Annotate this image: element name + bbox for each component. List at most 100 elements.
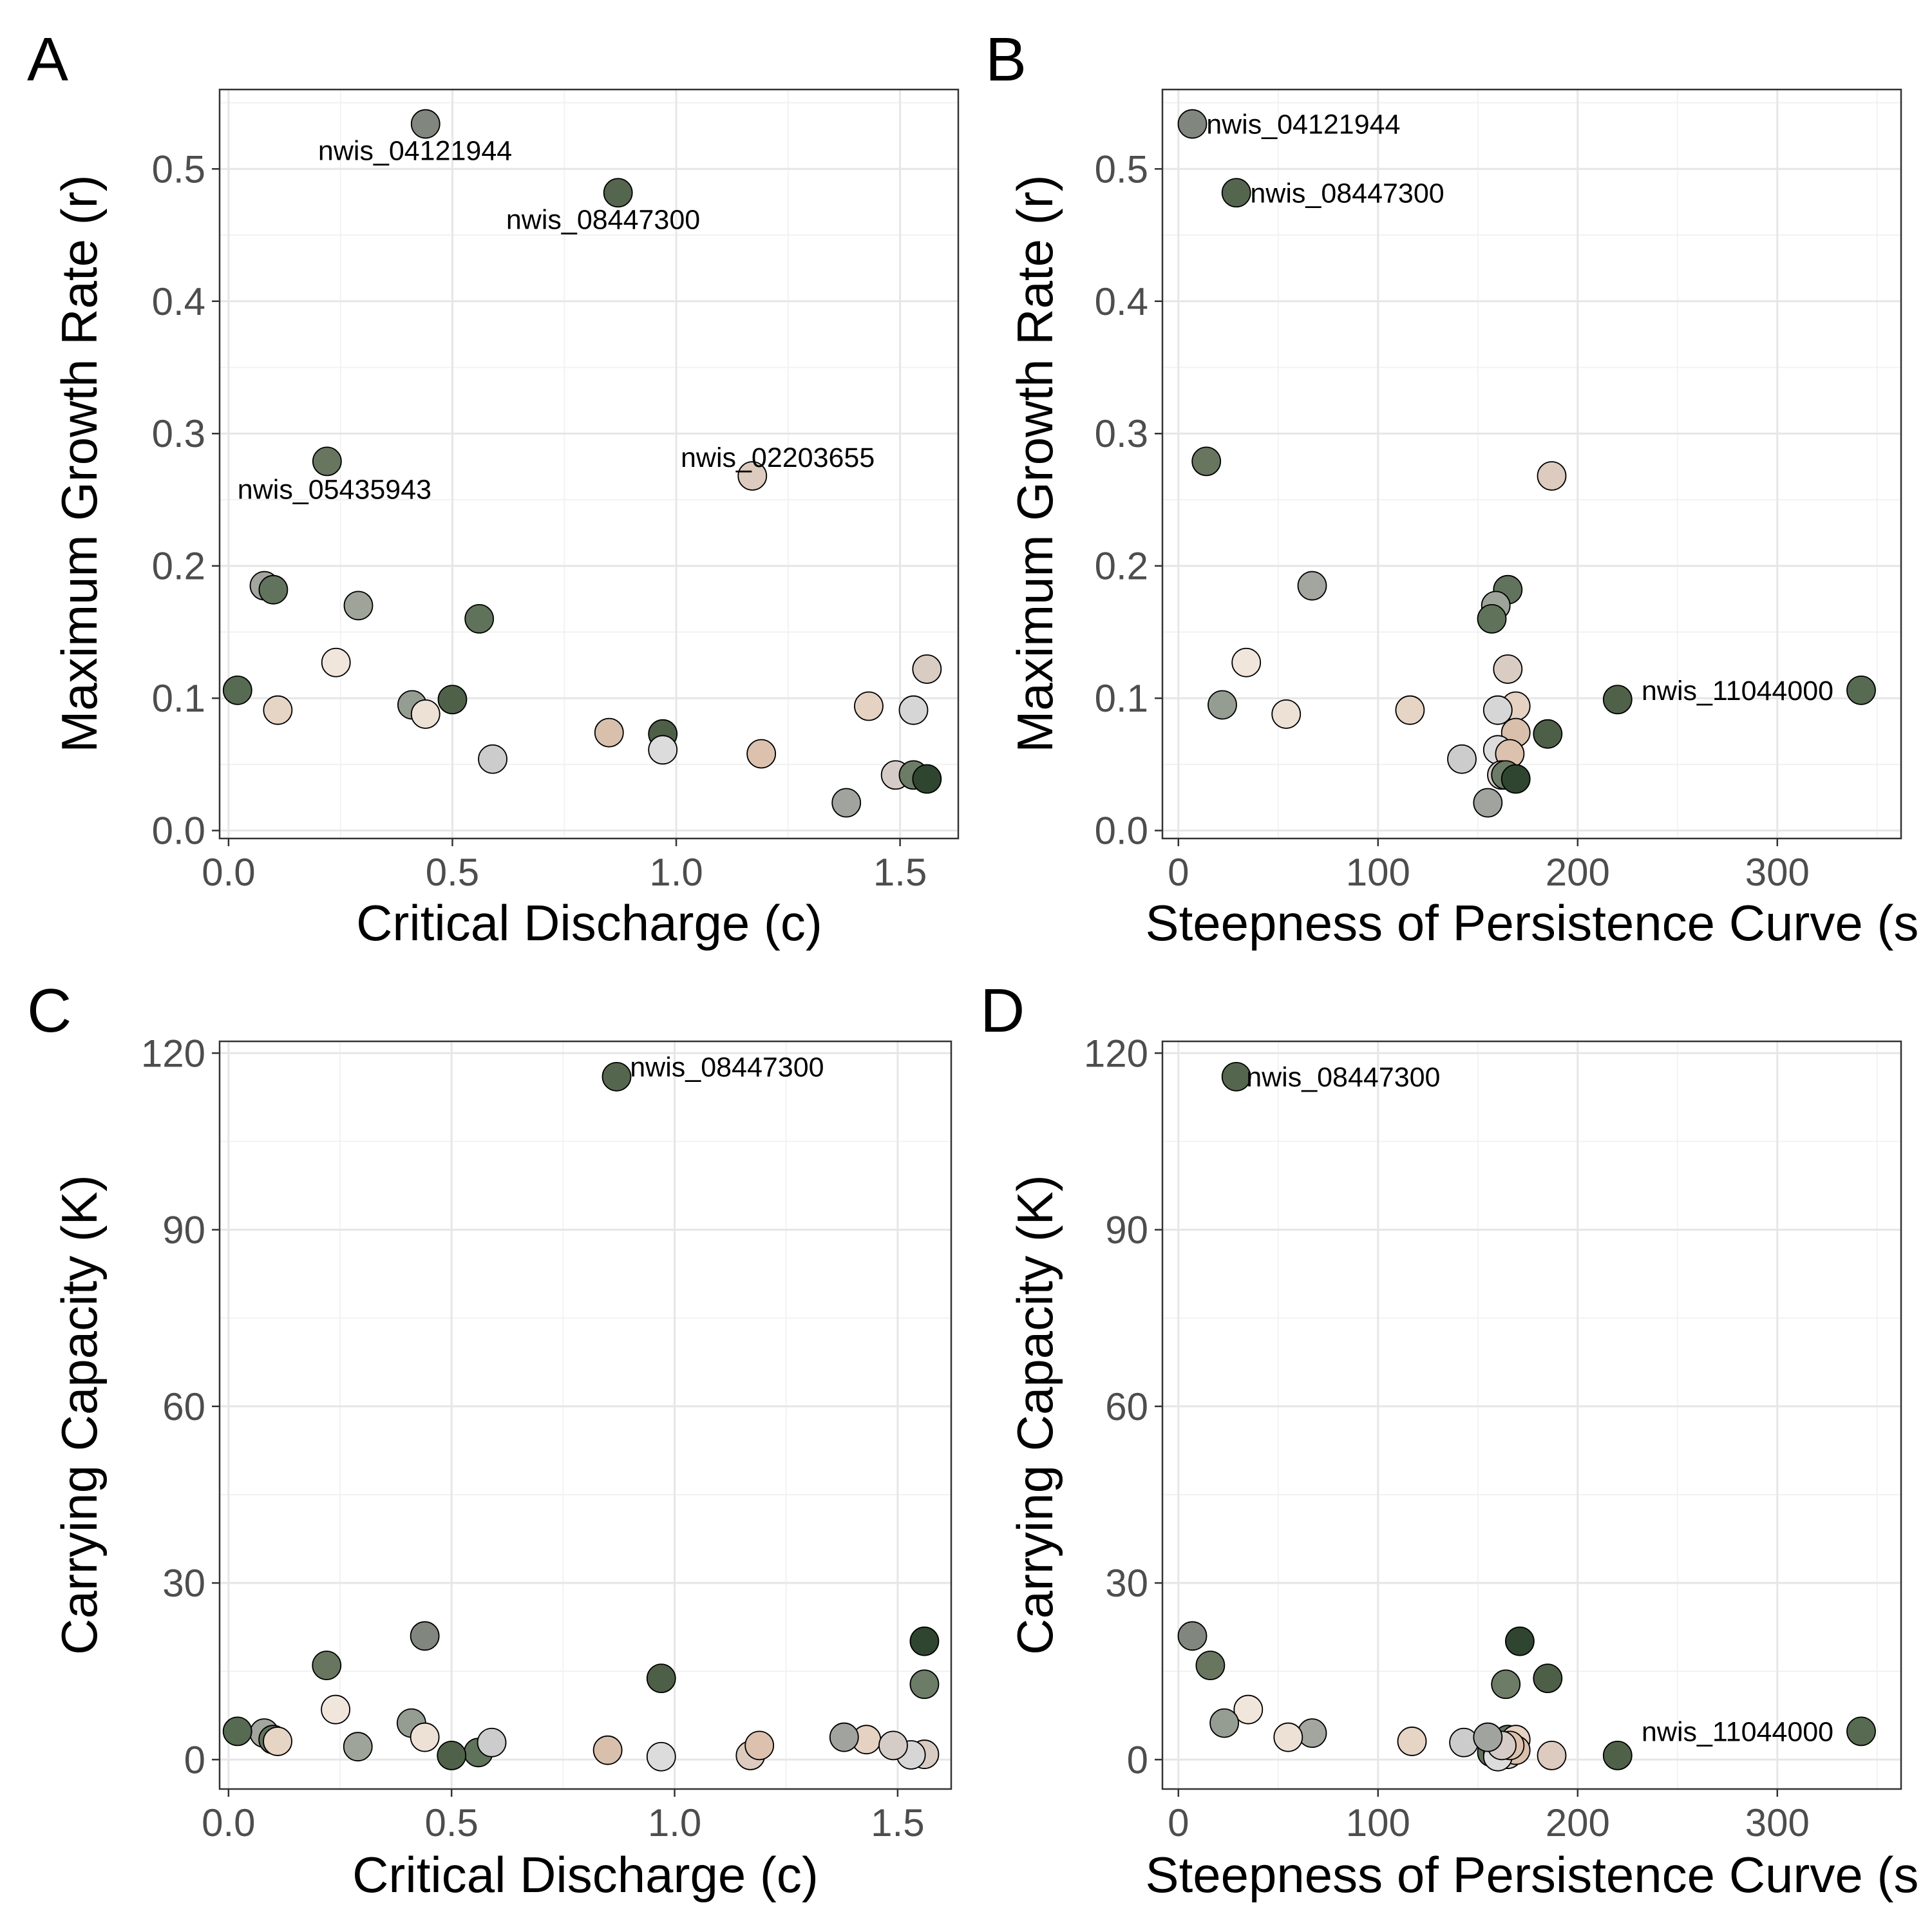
x-tick-label: 1.0: [649, 851, 703, 894]
data-point: [477, 1727, 507, 1757]
data-point: [410, 699, 440, 729]
data-point: [1602, 1740, 1633, 1770]
y-axis-title: Maximum Growth Rate (r): [1007, 175, 1063, 752]
data-point: [737, 461, 768, 491]
x-tick-label: 200: [1546, 851, 1610, 894]
y-tick-label: 0.4: [152, 280, 205, 323]
data-point: [263, 695, 293, 725]
points: [1177, 109, 1876, 818]
y-tick-label: 0.5: [1095, 147, 1148, 191]
data-point: [898, 695, 929, 725]
panel-letter: B: [985, 25, 1027, 94]
point-label: nwis_11044000: [1642, 1716, 1833, 1747]
data-point: [321, 647, 351, 677]
data-point: [1533, 719, 1563, 749]
y-axis-title: Carrying Capacity (K): [51, 1175, 108, 1655]
x-tick-label: 200: [1546, 1801, 1610, 1844]
data-point: [592, 1735, 623, 1765]
data-point: [1177, 109, 1208, 139]
data-point: [646, 1663, 676, 1694]
x-tick-label: 1.0: [648, 1801, 701, 1844]
grid: [220, 1041, 951, 1789]
point-label: nwis_08447300: [506, 204, 700, 235]
data-point: [1231, 647, 1262, 677]
data-point: [343, 591, 374, 621]
data-point: [912, 654, 942, 684]
data-point: [1537, 1740, 1567, 1770]
y-tick-label: 120: [1084, 1032, 1148, 1075]
y-tick-label: 0: [1127, 1738, 1148, 1781]
data-point: [312, 446, 342, 477]
y-axis-title: Carrying Capacity (K): [1007, 1175, 1063, 1655]
data-point: [648, 735, 678, 765]
point-label: nwis_04121944: [318, 136, 512, 167]
panel-letter: C: [27, 976, 71, 1045]
x-axis-title: Steepness of Persistence Curve (s: [1146, 1846, 1919, 1903]
data-point: [1195, 1651, 1226, 1680]
data-point: [1271, 699, 1302, 729]
y-tick-label: 60: [1105, 1385, 1148, 1428]
y-tick-label: 120: [141, 1032, 205, 1075]
points: [1177, 1061, 1876, 1772]
point-label: nwis_11044000: [1642, 676, 1833, 706]
data-point: [1233, 1694, 1264, 1725]
panel-letter: D: [980, 976, 1025, 1045]
y-tick-label: 90: [162, 1209, 205, 1252]
plot-background: [220, 1041, 951, 1789]
point-label: nwis_08447300: [1250, 178, 1444, 209]
point-label: nwis_08447300: [1246, 1062, 1440, 1093]
panel-c: nwis_08447300 0.0 0.5 1.0 1.5 0 30 60 90 120 Criti…: [27, 976, 952, 1903]
y-tick-label: 0.0: [1095, 810, 1148, 853]
data-point: [222, 1716, 252, 1747]
data-point: [1477, 604, 1507, 634]
plot-frame: [1161, 88, 1902, 840]
y-tick-label: 30: [162, 1562, 205, 1605]
points: [222, 109, 942, 818]
data-point: [464, 604, 495, 634]
y-tick-label: 90: [1105, 1209, 1148, 1252]
data-point: [1395, 695, 1425, 725]
data-point: [1473, 1722, 1503, 1752]
y-tick-label: 0.3: [152, 412, 205, 455]
data-point: [1297, 571, 1327, 601]
data-point: [1449, 1727, 1479, 1757]
data-point: [1177, 1621, 1208, 1651]
data-point: [1846, 1716, 1876, 1747]
data-point: [878, 1730, 908, 1761]
data-point: [343, 1732, 373, 1762]
data-point: [1533, 1663, 1563, 1694]
panel-a: nwis_04121944 nwis_08447300 nwis_05435943 n…: [27, 25, 960, 951]
data-point: [909, 1669, 940, 1700]
data-point: [601, 1061, 632, 1092]
data-point: [1493, 654, 1523, 684]
data-point: [646, 1741, 676, 1772]
data-point: [831, 788, 862, 818]
data-point: [1473, 788, 1503, 818]
data-point: [1273, 1722, 1303, 1752]
data-point: [437, 685, 468, 715]
y-tick-label: 0.1: [1095, 677, 1148, 720]
data-point: [1491, 1669, 1521, 1700]
point-label: nwis_02203655: [681, 442, 875, 473]
plot-background: [1162, 1041, 1901, 1789]
x-tick-label: 100: [1346, 1801, 1410, 1844]
data-point: [1482, 695, 1513, 725]
x-tick-label: 100: [1346, 851, 1410, 894]
x-tick-label: 0: [1168, 851, 1189, 894]
plot-frame: [1161, 1040, 1902, 1790]
x-axis-title: Critical Discharge (c): [356, 895, 822, 951]
point-label: nwis_05435943: [238, 475, 431, 506]
x-tick-label: 0.0: [202, 851, 255, 894]
data-point: [1221, 1061, 1251, 1092]
x-tick-label: 0.5: [424, 1801, 478, 1844]
data-point: [1397, 1727, 1427, 1756]
data-point: [222, 675, 252, 705]
data-point: [1504, 1626, 1535, 1656]
y-tick-label: 0.5: [152, 147, 205, 191]
point-label: nwis_08447300: [630, 1052, 824, 1083]
x-tick-label: 300: [1745, 851, 1810, 894]
x-tick-label: 300: [1745, 1801, 1810, 1844]
plot-frame: [218, 88, 960, 840]
y-tick-label: 30: [1105, 1562, 1148, 1605]
y-tick-label: 0.4: [1095, 280, 1148, 323]
